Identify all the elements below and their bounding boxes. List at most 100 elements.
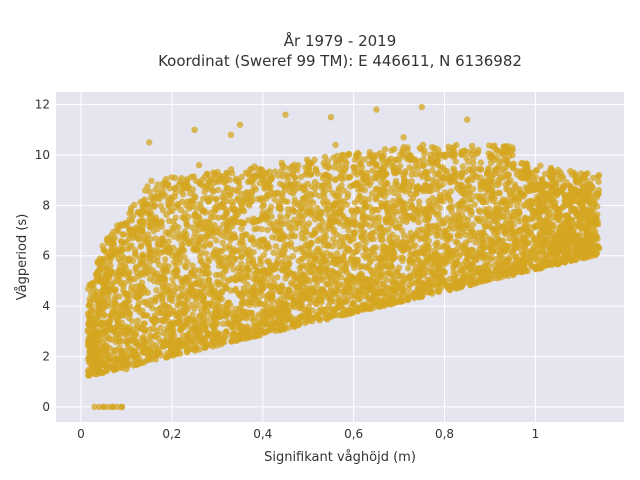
data-point: [85, 320, 93, 328]
data-point: [505, 179, 512, 186]
data-point: [302, 171, 309, 178]
data-point: [283, 213, 290, 221]
data-point: [211, 179, 218, 186]
data-point: [433, 266, 441, 274]
data-point: [211, 331, 218, 338]
data-point: [503, 173, 510, 180]
data-point: [128, 317, 136, 325]
data-point: [306, 204, 314, 211]
data-point: [244, 281, 251, 288]
data-point: [192, 211, 199, 218]
data-point: [500, 247, 508, 254]
data-point: [108, 246, 115, 254]
data-point: [196, 346, 203, 353]
data-point: [466, 252, 474, 260]
data-point: [179, 244, 186, 252]
data-point: [497, 274, 504, 281]
data-point: [475, 207, 483, 214]
data-point: [576, 223, 583, 230]
data-point: [172, 319, 179, 326]
data-point: [458, 172, 465, 180]
data-point: [565, 247, 572, 254]
data-point: [361, 304, 368, 311]
data-point: [432, 223, 439, 231]
data-point: [159, 295, 166, 302]
data-point: [88, 302, 95, 310]
data-point: [219, 239, 226, 246]
data-point: [202, 250, 210, 257]
data-point: [435, 287, 442, 294]
data-point: [226, 276, 234, 283]
data-point: [116, 293, 123, 300]
data-point: [382, 255, 390, 262]
data-point: [399, 282, 406, 290]
data-point: [298, 263, 305, 270]
data-point: [490, 230, 498, 237]
data-point: [264, 258, 271, 265]
data-point: [274, 274, 281, 281]
data-point: [374, 303, 382, 310]
data-point: [236, 268, 243, 275]
data-point: [513, 253, 520, 260]
data-point: [484, 188, 492, 196]
data-point: [450, 175, 457, 182]
data-point: [238, 173, 245, 181]
data-point: [170, 281, 177, 288]
data-point: [116, 303, 124, 310]
data-point: [175, 309, 182, 317]
data-point: [152, 214, 160, 221]
data-point: [485, 220, 492, 227]
data-point: [452, 158, 459, 165]
data-point: [295, 162, 302, 169]
data-point: [101, 282, 108, 289]
data-point: [201, 344, 209, 351]
data-point: [503, 148, 510, 156]
data-point: [204, 304, 211, 311]
data-point: [506, 191, 514, 198]
data-point: [146, 188, 154, 196]
data-point: [243, 272, 251, 279]
data-point: [472, 150, 480, 157]
data-point: [220, 320, 227, 327]
data-point: [172, 184, 179, 191]
data-point: [384, 219, 391, 226]
data-point: [164, 282, 171, 289]
data-point: [196, 281, 203, 289]
data-point: [332, 192, 339, 199]
data-point: [223, 170, 231, 178]
data-point: [513, 235, 520, 243]
data-point: [262, 328, 270, 336]
data-point: [198, 257, 205, 265]
data-point: [120, 231, 128, 238]
data-point: [379, 236, 386, 243]
data-point: [94, 333, 101, 340]
data-point: [216, 247, 223, 255]
data-point: [138, 279, 145, 286]
data-point: [208, 214, 215, 221]
data-point: [595, 178, 602, 185]
data-point: [194, 302, 202, 309]
data-point: [416, 198, 423, 205]
data-point: [477, 186, 484, 193]
data-point: [379, 280, 386, 288]
data-point: [272, 243, 280, 250]
data-point: [195, 220, 203, 227]
data-point: [209, 227, 217, 235]
data-point: [103, 264, 111, 272]
data-point: [279, 162, 286, 169]
data-point: [554, 254, 561, 261]
data-point: [185, 276, 193, 284]
data-point: [228, 338, 235, 345]
data-point: [86, 295, 93, 303]
data-point: [477, 159, 485, 166]
data-point: [170, 233, 177, 240]
data-point: [336, 207, 343, 215]
data-point: [444, 245, 452, 252]
data-point: [248, 188, 255, 195]
data-point: [565, 241, 573, 248]
data-point: [249, 197, 256, 204]
data-point: [140, 289, 148, 296]
data-point: [347, 173, 354, 181]
data-point: [572, 186, 579, 194]
data-point: [155, 189, 162, 196]
